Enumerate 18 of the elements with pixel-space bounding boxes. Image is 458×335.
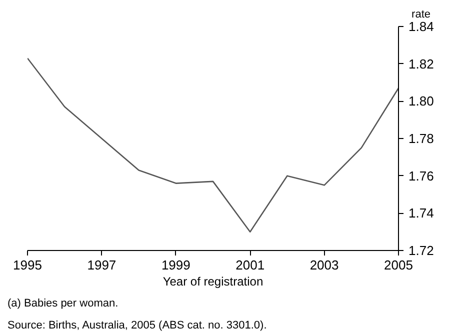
x-tick-label: 2001: [236, 258, 265, 272]
y-tick-label: 1.78: [408, 131, 434, 146]
source-note: Source: Births, Australia, 2005 (ABS cat. no. 3301.0).: [8, 320, 267, 332]
y-axis-title: rate: [412, 8, 431, 20]
y-tick-label: 1.80: [408, 94, 434, 109]
y-tick-label: 1.76: [408, 168, 434, 184]
x-tick-label: 2003: [310, 258, 339, 272]
y-tick-label: 1.84: [408, 19, 434, 34]
line-series: [28, 58, 398, 232]
y-tick-label: 1.72: [408, 243, 434, 258]
x-tick-label: 1999: [161, 258, 190, 272]
x-tick-label: 2005: [384, 258, 413, 272]
x-tick-label: 1995: [13, 258, 42, 272]
y-tick-label: 1.74: [408, 206, 434, 221]
text: (a) Babies per woman.: [8, 298, 118, 310]
x-tick-label: 1997: [87, 258, 116, 272]
x-axis-title: Year of registration: [162, 274, 264, 288]
y-tick-label: 1.82: [408, 56, 434, 72]
